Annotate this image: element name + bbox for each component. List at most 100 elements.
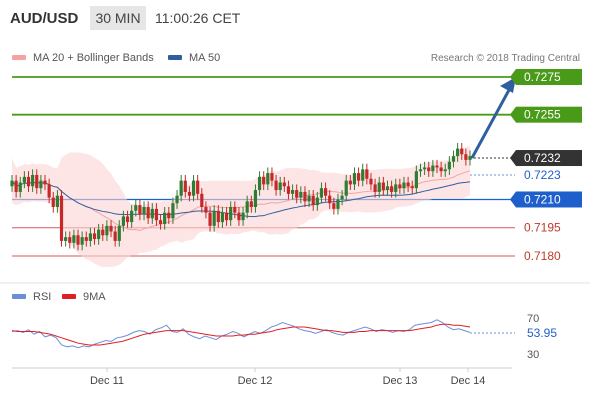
candle (323, 182, 328, 202)
candle (262, 171, 266, 191)
candle (134, 199, 138, 217)
candle (200, 188, 204, 213)
level-label: 0.7210 (524, 192, 561, 206)
level-label: 0.7255 (524, 108, 561, 122)
x-tick-label: Dec 12 (238, 375, 273, 387)
candle (196, 174, 200, 200)
level-label-bg (516, 69, 582, 85)
candle (191, 174, 196, 202)
candle (125, 210, 130, 228)
level-label: 0.7180 (524, 249, 561, 263)
candle (418, 163, 423, 177)
candle (150, 203, 154, 224)
candle (352, 167, 357, 191)
candle (290, 184, 295, 200)
candle (464, 148, 468, 166)
candle (274, 174, 278, 196)
candle (220, 207, 225, 228)
legend-swatch-bollinger (12, 55, 26, 60)
candle (406, 176, 410, 192)
level-label-bg (516, 106, 582, 123)
candle (64, 231, 68, 247)
candle (307, 190, 311, 208)
candle (204, 201, 208, 219)
candle (224, 207, 229, 226)
x-tick-label: Dec 11 (90, 375, 124, 387)
candle (216, 205, 220, 228)
candle (138, 199, 142, 221)
candle (121, 210, 126, 232)
candle (398, 178, 402, 194)
candle (340, 190, 344, 206)
legend-label-rsi: RSI (33, 291, 51, 303)
candle (365, 163, 369, 185)
candle (377, 176, 381, 198)
legend-swatch-9ma (62, 294, 76, 299)
candle (299, 186, 303, 204)
candle (84, 231, 88, 247)
candle (130, 205, 134, 228)
level-label: 0.7232 (524, 151, 561, 165)
candle (245, 195, 249, 219)
candle (319, 182, 324, 204)
candle (249, 195, 253, 213)
candle (336, 193, 340, 215)
candle (278, 176, 282, 196)
candle (72, 229, 76, 249)
candle (394, 178, 398, 198)
candle (35, 169, 39, 194)
candle (439, 161, 443, 177)
candle (154, 203, 159, 226)
candle (47, 178, 51, 204)
rsi-ma9-line (11, 323, 471, 346)
candle (303, 186, 307, 208)
candle (443, 163, 447, 177)
legend-label-9ma: 9MA (83, 291, 106, 303)
candle (14, 174, 18, 198)
candle (51, 191, 55, 213)
candle (142, 201, 146, 221)
candle (241, 207, 245, 226)
candle (381, 176, 385, 196)
candle (171, 197, 175, 224)
candle (92, 227, 97, 245)
bollinger-band (12, 145, 470, 268)
candle (97, 223, 101, 245)
level-label-pointer (510, 69, 516, 85)
candle (43, 174, 47, 191)
level-label-bg (516, 150, 582, 167)
candle (175, 190, 179, 209)
candle (356, 167, 361, 187)
candle (113, 225, 117, 247)
candle (295, 184, 299, 204)
level-label-pointer (510, 106, 516, 123)
level-label-pointer (510, 150, 516, 167)
candle (348, 174, 352, 191)
candle (212, 205, 216, 232)
candle (253, 184, 258, 213)
candle (117, 220, 121, 247)
candle (344, 174, 348, 202)
copyright-text: Research © 2018 Trading Central (431, 53, 580, 64)
candle (447, 156, 451, 175)
candle (390, 180, 394, 198)
legend: MA 20 + Bollinger Bands MA 50 Research ©… (12, 52, 580, 64)
candle (282, 176, 286, 192)
candle (311, 190, 315, 211)
candle (315, 191, 319, 211)
candle (158, 214, 163, 230)
timeframe-badge[interactable]: 30 MIN (90, 6, 146, 30)
candle (270, 167, 274, 187)
candle (423, 161, 427, 175)
candle (237, 207, 241, 226)
candle (76, 229, 80, 251)
candle (410, 180, 414, 194)
legend-label-bollinger: MA 20 + Bollinger Bands (33, 52, 154, 64)
candle (183, 174, 187, 198)
candle (229, 201, 233, 226)
candle (456, 142, 460, 162)
candle (385, 180, 390, 196)
candle (257, 171, 262, 196)
candle (266, 167, 270, 191)
